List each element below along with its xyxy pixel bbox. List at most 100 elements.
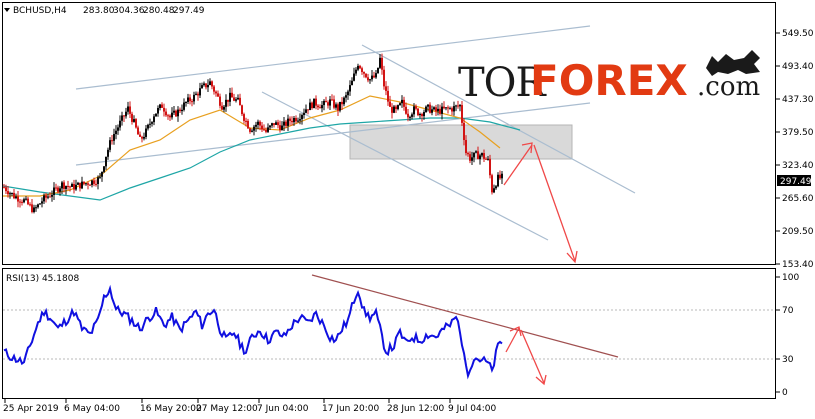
torforex-logo: TOR FOREX .com (458, 50, 760, 106)
time-tick-label: 16 May 20:00 (140, 404, 202, 414)
candle-body (115, 130, 117, 135)
candle-body (71, 184, 73, 187)
candle-body (199, 88, 201, 96)
candle-body (465, 139, 467, 154)
candle-body (207, 84, 209, 88)
candle-body (123, 115, 125, 117)
symbol-label: BCHUSD,H4 (13, 6, 67, 16)
current-price-tag: 297.49 (777, 175, 812, 187)
candle-body (37, 204, 39, 208)
candle-body (93, 180, 95, 184)
candle-body (471, 157, 473, 161)
candle-body (309, 102, 311, 111)
candle-body (67, 185, 69, 187)
candle-body (153, 116, 155, 123)
candle-body (107, 149, 109, 157)
candle-body (243, 114, 245, 121)
candle-body (493, 188, 495, 193)
candle-body (367, 77, 369, 81)
candle-body (25, 198, 27, 200)
candle-body (359, 65, 361, 69)
logo-tor-text: TOR (458, 60, 547, 106)
logo-com-text: .com (697, 72, 760, 102)
candle-body (285, 121, 287, 126)
candle-body (165, 111, 167, 116)
candle-body (189, 97, 191, 102)
logo-forex-text: FOREX (530, 56, 688, 105)
candle-body (371, 75, 373, 80)
candle-body (455, 105, 457, 107)
candle-body (7, 191, 9, 195)
candle-body (149, 123, 151, 125)
candle-body (191, 101, 193, 103)
candle-body (319, 107, 321, 109)
dropdown-arrow-icon (4, 8, 10, 12)
candle-body (85, 183, 87, 185)
candle-body (151, 122, 153, 124)
candle-body (99, 176, 101, 178)
candle-body (295, 117, 297, 122)
candle-body (357, 65, 359, 70)
candle-body (325, 100, 327, 103)
candle-body (397, 105, 399, 110)
candle-body (39, 203, 41, 205)
time-tick-label: 9 Jul 04:00 (448, 404, 497, 414)
candle-body (177, 109, 179, 117)
candle-body (193, 94, 195, 102)
candle-body (287, 118, 289, 126)
candle-body (329, 99, 331, 106)
candle-body (251, 130, 253, 132)
candle-body (453, 106, 455, 112)
rsi-axis: 100 70 30 0 (776, 273, 799, 398)
candle-body (469, 154, 471, 161)
candle-body (291, 120, 293, 123)
candle-body (147, 124, 149, 129)
candle-body (457, 105, 459, 107)
candle-body (227, 99, 229, 102)
candle-body (255, 124, 257, 127)
candle-body (479, 155, 481, 160)
candle-body (163, 107, 165, 112)
candle-body (145, 128, 147, 137)
candle-body (361, 68, 363, 72)
candle-body (245, 120, 247, 122)
candle-body (111, 140, 113, 142)
candle-body (183, 102, 185, 110)
candle-body (61, 182, 63, 189)
candle-body (393, 106, 395, 113)
candle-body (299, 119, 301, 121)
candle-body (127, 106, 129, 112)
candle-body (5, 187, 7, 192)
price-tick-label: 323.40 (782, 161, 814, 171)
candle-body (275, 122, 277, 125)
candles-series (3, 53, 503, 214)
candle-body (315, 98, 317, 106)
candle-body (421, 114, 423, 117)
candle-body (263, 129, 265, 131)
candle-body (311, 102, 313, 109)
candle-body (235, 99, 237, 101)
candle-body (157, 108, 159, 114)
candle-body (221, 105, 223, 110)
candle-body (73, 184, 75, 190)
candle-body (461, 105, 463, 123)
candle-body (87, 183, 89, 185)
candle-body (385, 86, 387, 91)
time-tick-label: 6 May 04:00 (64, 404, 120, 414)
candle-body (321, 105, 323, 109)
candle-body (35, 207, 37, 209)
candle-body (55, 187, 57, 189)
forecast-arrows (503, 142, 578, 264)
candle-body (447, 107, 449, 109)
candle-body (333, 99, 335, 108)
candle-body (45, 195, 47, 198)
candle-body (365, 73, 367, 78)
candle-body (83, 181, 85, 184)
time-tick-label: 17 Jun 20:00 (322, 404, 379, 414)
candle-body (271, 123, 273, 126)
candle-body (443, 106, 445, 109)
candle-body (59, 188, 61, 192)
candle-body (249, 128, 251, 132)
candle-body (79, 182, 81, 189)
